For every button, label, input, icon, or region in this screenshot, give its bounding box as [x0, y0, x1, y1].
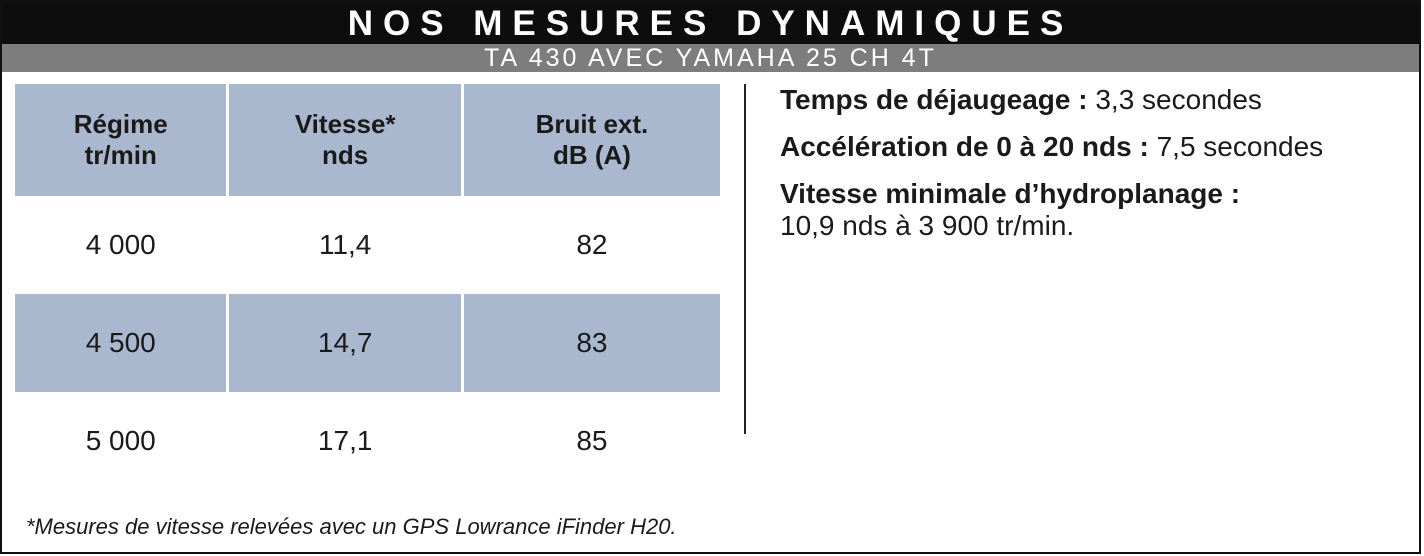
stat-value: 10,9 nds à 3 900 tr/min. [780, 210, 1075, 241]
table-cell: 14,7 [226, 294, 464, 392]
stat-label: Accélération de 0 à 20 nds : [780, 131, 1149, 162]
column-header-vitesse: Vitesse* nds [226, 84, 464, 196]
table-cell: 17,1 [226, 392, 464, 490]
table-row: 4 000 11,4 82 [11, 196, 724, 294]
column-header-line: Vitesse* [294, 109, 396, 139]
stat-planing-time: Temps de déjaugeage : 3,3 secondes [780, 84, 1340, 116]
column-header-bruit: Bruit ext. dB (A) [460, 84, 724, 196]
column-header-unit: nds [322, 140, 369, 170]
vertical-divider [744, 84, 746, 434]
stat-acceleration: Accélération de 0 à 20 nds : 7,5 seconde… [780, 131, 1340, 163]
column-header-line: Régime [73, 109, 168, 139]
stat-min-planing-speed: Vitesse minimale d’hydroplanage : 10,9 n… [780, 178, 1340, 242]
table-cell: 83 [460, 294, 724, 392]
table-cell: 85 [460, 392, 724, 490]
table-row: 4 500 14,7 83 [11, 294, 724, 392]
table-header-row: Régime tr/min Vitesse* nds Bruit ext. dB… [11, 84, 724, 196]
stat-label: Vitesse minimale d’hydroplanage : [780, 178, 1241, 209]
footnote: *Mesures de vitesse relevées avec un GPS… [26, 514, 677, 539]
stat-label: Temps de déjaugeage : [780, 84, 1088, 115]
table-cell: 4 000 [11, 196, 230, 294]
table-cell: 5 000 [11, 392, 230, 490]
panel-subtitle: TA 430 AVEC YAMAHA 25 CH 4T [2, 44, 1419, 72]
table-cell: 4 500 [11, 294, 230, 392]
column-header-unit: dB (A) [552, 140, 631, 170]
measures-table: Régime tr/min Vitesse* nds Bruit ext. dB… [11, 84, 724, 490]
stat-value: 3,3 secondes [1095, 84, 1262, 115]
panel-title: NOS MESURES DYNAMIQUES [2, 2, 1419, 44]
stats-list: Temps de déjaugeage : 3,3 secondes Accél… [780, 84, 1340, 257]
table-cell: 82 [460, 196, 724, 294]
column-header-unit: tr/min [84, 140, 157, 170]
table-cell: 11,4 [226, 196, 464, 294]
stat-value: 7,5 secondes [1156, 131, 1324, 162]
column-header-regime: Régime tr/min [11, 84, 230, 196]
table-row: 5 000 17,1 85 [11, 392, 724, 490]
column-header-line: Bruit ext. [535, 109, 649, 139]
